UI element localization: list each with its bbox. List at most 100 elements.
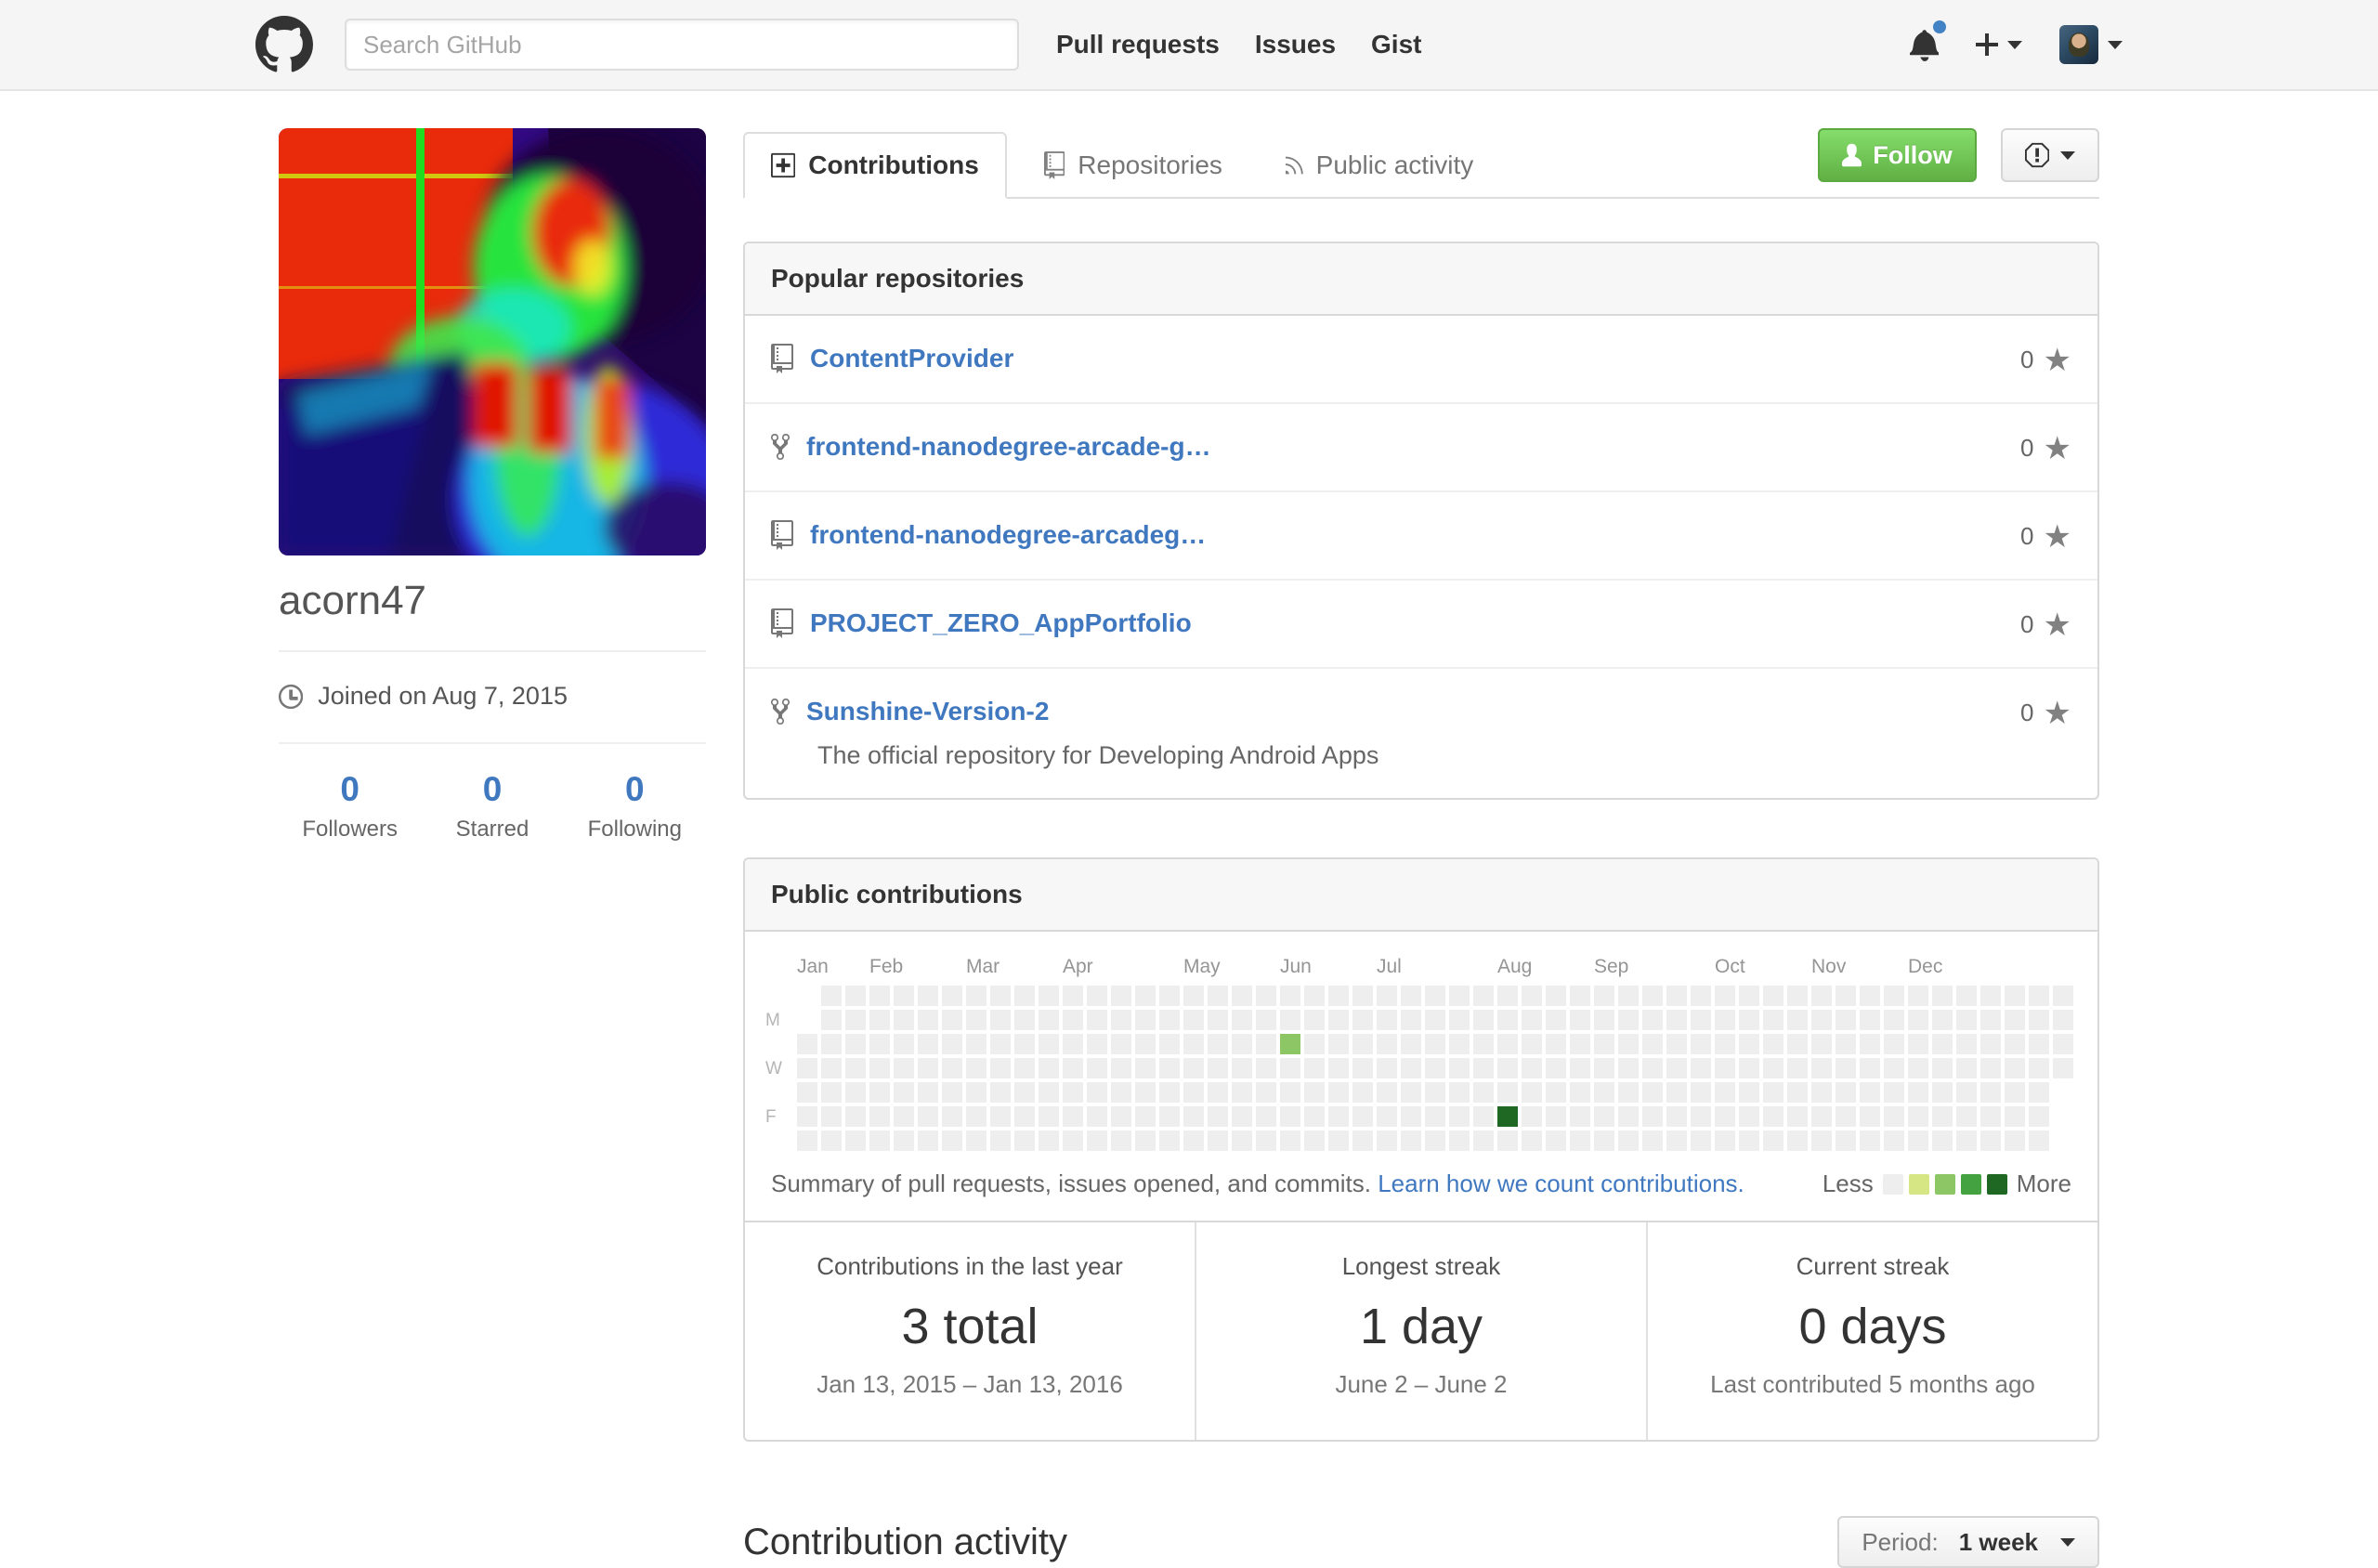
calendar-day-cell[interactable] (990, 1106, 1011, 1127)
calendar-day-cell[interactable] (942, 1034, 962, 1054)
repo-star-count[interactable]: 0 ★ (2020, 518, 2071, 555)
calendar-day-cell[interactable] (1811, 1130, 1832, 1151)
calendar-day-cell[interactable] (1618, 1106, 1639, 1127)
calendar-day-cell[interactable] (1232, 1130, 1252, 1151)
calendar-day-cell[interactable] (1594, 1058, 1614, 1078)
calendar-day-cell[interactable] (1956, 1082, 1977, 1103)
calendar-day-cell[interactable] (1087, 1082, 1107, 1103)
calendar-day-cell[interactable] (1691, 1034, 1711, 1054)
calendar-day-cell[interactable] (1328, 1058, 1349, 1078)
calendar-day-cell[interactable] (1111, 1034, 1131, 1054)
calendar-day-cell[interactable] (869, 1058, 890, 1078)
calendar-day-cell[interactable] (1956, 1106, 1977, 1127)
calendar-day-cell[interactable] (1135, 1034, 1156, 1054)
repo-link[interactable]: frontend-nanodegree-arcade-g… (806, 432, 1211, 461)
calendar-day-cell[interactable] (2029, 1034, 2049, 1054)
calendar-day-cell[interactable] (1763, 1106, 1784, 1127)
calendar-day-cell[interactable] (1932, 1034, 1953, 1054)
calendar-day-cell[interactable] (845, 1106, 866, 1127)
calendar-day-cell[interactable] (1763, 1130, 1784, 1151)
calendar-day-cell[interactable] (1860, 1130, 1880, 1151)
calendar-day-cell[interactable] (1377, 1106, 1397, 1127)
calendar-day-cell[interactable] (1014, 1130, 1035, 1151)
calendar-day-cell[interactable] (1159, 1082, 1180, 1103)
calendar-day-cell[interactable] (942, 1010, 962, 1030)
calendar-day-cell[interactable] (1401, 1058, 1421, 1078)
calendar-day-cell[interactable] (1860, 1106, 1880, 1127)
calendar-day-cell[interactable] (1232, 1058, 1252, 1078)
calendar-day-cell[interactable] (1014, 1058, 1035, 1078)
calendar-day-cell[interactable] (2053, 1010, 2073, 1030)
calendar-day-cell[interactable] (1328, 1130, 1349, 1151)
calendar-day-cell[interactable] (1183, 986, 1204, 1006)
calendar-day-cell[interactable] (1860, 1058, 1880, 1078)
calendar-day-cell[interactable] (1594, 986, 1614, 1006)
follow-button[interactable]: Follow (1818, 128, 1977, 182)
calendar-day-cell[interactable] (1570, 1130, 1590, 1151)
calendar-day-cell[interactable] (1135, 1106, 1156, 1127)
calendar-day-cell[interactable] (1570, 1010, 1590, 1030)
calendar-day-cell[interactable] (1570, 1106, 1590, 1127)
calendar-day-cell[interactable] (1111, 1106, 1131, 1127)
calendar-day-cell[interactable] (1932, 986, 1953, 1006)
calendar-day-cell[interactable] (1377, 986, 1397, 1006)
calendar-day-cell[interactable] (1618, 1034, 1639, 1054)
calendar-day-cell[interactable] (845, 1082, 866, 1103)
calendar-day-cell[interactable] (1449, 1058, 1470, 1078)
calendar-day-cell[interactable] (1884, 1058, 1904, 1078)
calendar-day-cell[interactable] (1715, 1010, 1735, 1030)
calendar-day-cell[interactable] (1546, 986, 1566, 1006)
calendar-day-cell[interactable] (894, 1130, 914, 1151)
calendar-day-cell[interactable] (2029, 1058, 2049, 1078)
calendar-day-cell[interactable] (1159, 986, 1180, 1006)
calendar-day-cell[interactable] (1039, 1058, 1059, 1078)
calendar-day-cell[interactable] (1232, 1010, 1252, 1030)
calendar-day-cell[interactable] (990, 1082, 1011, 1103)
calendar-day-cell[interactable] (1039, 1010, 1059, 1030)
calendar-day-cell[interactable] (1280, 1106, 1300, 1127)
calendar-day-cell[interactable] (1087, 986, 1107, 1006)
calendar-day-cell[interactable] (1666, 1106, 1687, 1127)
calendar-day-cell[interactable] (1763, 1082, 1784, 1103)
repo-link[interactable]: Sunshine-Version-2 (806, 697, 1050, 725)
calendar-day-cell[interactable] (1666, 1058, 1687, 1078)
calendar-day-cell[interactable] (1063, 1082, 1083, 1103)
calendar-day-cell[interactable] (1473, 1106, 1494, 1127)
calendar-day-cell[interactable] (845, 986, 866, 1006)
calendar-day-cell[interactable] (1860, 1034, 1880, 1054)
calendar-day-cell[interactable] (1473, 1010, 1494, 1030)
calendar-day-cell[interactable] (1715, 1106, 1735, 1127)
calendar-day-cell[interactable] (1280, 1010, 1300, 1030)
calendar-day-cell[interactable] (821, 1034, 842, 1054)
calendar-day-cell[interactable] (2005, 1082, 2025, 1103)
calendar-day-cell[interactable] (1377, 1082, 1397, 1103)
repo-link[interactable]: ContentProvider (810, 344, 1014, 372)
period-selector[interactable]: Period: 1 week (1837, 1516, 2099, 1568)
calendar-day-cell[interactable] (1449, 986, 1470, 1006)
calendar-day-cell[interactable] (1522, 1106, 1542, 1127)
calendar-day-cell[interactable] (1208, 1058, 1228, 1078)
calendar-day-cell[interactable] (1497, 1130, 1518, 1151)
calendar-day-cell[interactable] (821, 1058, 842, 1078)
calendar-day-cell[interactable] (1401, 1106, 1421, 1127)
calendar-day-cell[interactable] (1256, 1106, 1276, 1127)
contribution-day-cell[interactable] (1497, 1106, 1518, 1127)
calendar-day-cell[interactable] (1932, 1010, 1953, 1030)
calendar-day-cell[interactable] (1546, 1082, 1566, 1103)
calendar-day-cell[interactable] (1522, 1082, 1542, 1103)
calendar-day-cell[interactable] (1618, 1130, 1639, 1151)
calendar-day-cell[interactable] (1063, 1034, 1083, 1054)
calendar-day-cell[interactable] (1425, 1106, 1445, 1127)
calendar-day-cell[interactable] (1980, 1010, 2001, 1030)
calendar-day-cell[interactable] (966, 1082, 986, 1103)
calendar-day-cell[interactable] (918, 1106, 938, 1127)
calendar-day-cell[interactable] (1594, 1130, 1614, 1151)
calendar-day-cell[interactable] (1739, 1058, 1759, 1078)
calendar-day-cell[interactable] (1449, 1034, 1470, 1054)
calendar-day-cell[interactable] (1522, 1130, 1542, 1151)
calendar-day-cell[interactable] (1352, 1082, 1373, 1103)
calendar-day-cell[interactable] (1014, 986, 1035, 1006)
calendar-day-cell[interactable] (1811, 1034, 1832, 1054)
calendar-day-cell[interactable] (1063, 1010, 1083, 1030)
calendar-day-cell[interactable] (1980, 1082, 2001, 1103)
